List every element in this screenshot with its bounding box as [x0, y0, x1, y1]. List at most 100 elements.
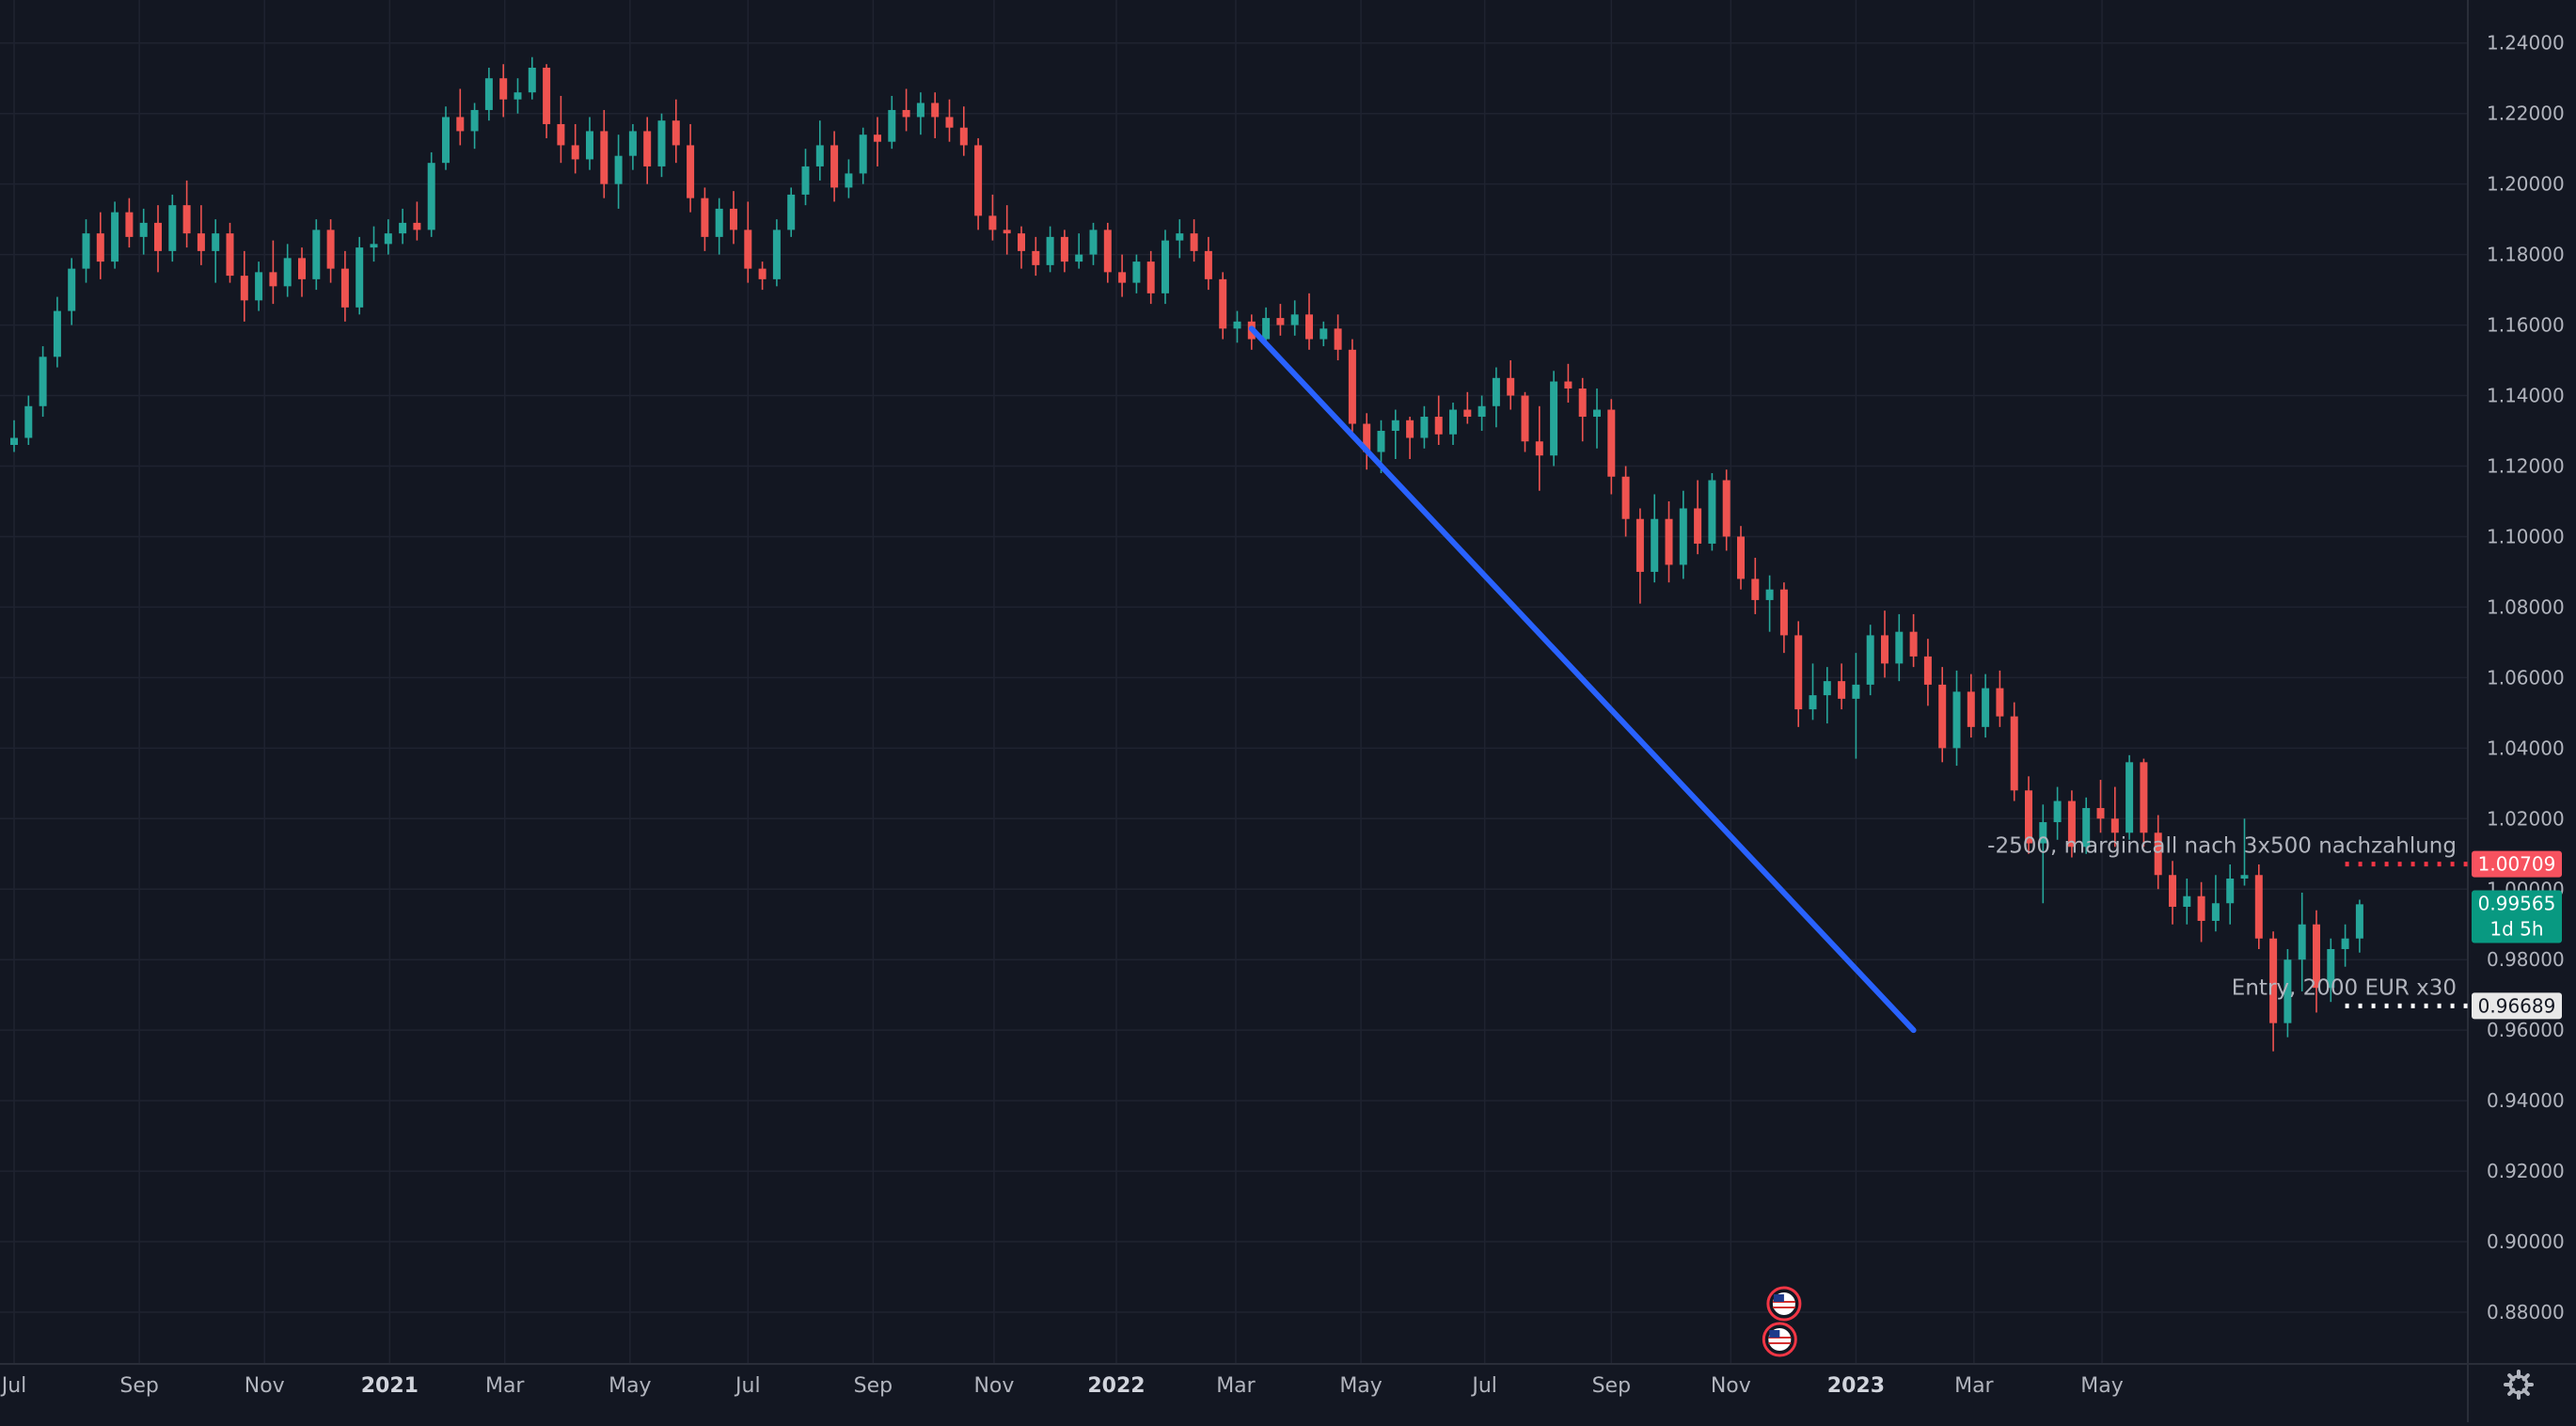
candle[interactable] [1089, 222, 1098, 265]
candle[interactable] [1694, 480, 1702, 555]
candle[interactable] [399, 208, 407, 245]
candle[interactable] [772, 219, 781, 287]
candle[interactable] [1406, 417, 1414, 460]
candle[interactable] [1909, 613, 1918, 668]
candle[interactable] [744, 201, 752, 283]
candle[interactable] [226, 222, 234, 283]
candle[interactable] [2211, 875, 2220, 932]
candle[interactable] [1190, 219, 1198, 262]
candle[interactable] [1290, 300, 1299, 336]
candle[interactable] [1895, 613, 1904, 682]
candle[interactable] [2254, 864, 2263, 949]
candle[interactable] [859, 127, 867, 184]
candle[interactable] [1434, 395, 1443, 446]
candle[interactable] [1075, 233, 1083, 269]
candle[interactable] [1103, 222, 1112, 283]
candle[interactable] [1708, 472, 1716, 551]
candle[interactable] [1391, 409, 1399, 460]
candle[interactable] [730, 191, 737, 245]
candle[interactable] [212, 219, 220, 283]
candle[interactable] [1162, 230, 1169, 305]
candle[interactable] [1233, 310, 1241, 343]
candle[interactable] [1765, 575, 1774, 632]
candle[interactable] [1521, 391, 1529, 452]
candle[interactable] [2053, 786, 2062, 840]
candle[interactable] [758, 261, 766, 291]
candle[interactable] [2010, 702, 2018, 801]
candle[interactable] [1636, 508, 1644, 604]
us-flag-icon[interactable] [1762, 1322, 1797, 1357]
candle[interactable] [1305, 293, 1313, 350]
candle[interactable] [1578, 377, 1587, 442]
candle[interactable] [701, 187, 709, 251]
candle[interactable] [96, 212, 104, 279]
candle[interactable] [1032, 236, 1040, 277]
candle[interactable] [845, 159, 853, 198]
candle[interactable] [614, 135, 623, 209]
candle[interactable] [1952, 670, 1961, 767]
candle[interactable] [370, 226, 378, 262]
candle[interactable] [1967, 673, 1975, 738]
candle[interactable] [24, 395, 33, 446]
candle[interactable] [2269, 931, 2278, 1052]
candle[interactable] [1823, 667, 1831, 724]
candle[interactable] [801, 149, 810, 206]
candle[interactable] [1665, 500, 1673, 583]
candle[interactable] [39, 346, 47, 418]
candle[interactable] [902, 88, 910, 132]
candle[interactable] [1363, 413, 1371, 470]
candle[interactable] [959, 106, 968, 156]
candle[interactable] [2355, 899, 2363, 953]
candle[interactable] [1881, 610, 1889, 678]
candle[interactable] [1146, 250, 1155, 305]
candle[interactable] [312, 219, 321, 291]
candle[interactable] [830, 131, 839, 202]
candle[interactable] [2039, 804, 2047, 904]
candle[interactable] [643, 117, 652, 184]
candle[interactable] [456, 88, 465, 146]
candle[interactable] [1449, 403, 1457, 446]
candle[interactable] [111, 201, 119, 269]
candle[interactable] [484, 67, 493, 121]
candle[interactable] [240, 250, 248, 322]
candle[interactable] [600, 109, 608, 198]
candle[interactable] [528, 56, 536, 100]
candle[interactable] [82, 219, 90, 283]
candle[interactable] [1132, 254, 1141, 293]
candle[interactable] [1204, 236, 1212, 291]
time-axis[interactable]: Jul Sep Nov 2021 Mar May Jul Sep Nov 2022 Mar May Ju… [0, 1374, 2124, 1398]
candle[interactable] [1996, 670, 2004, 727]
candle[interactable] [2082, 797, 2091, 854]
candle[interactable] [1492, 367, 1500, 428]
candle[interactable] [154, 205, 162, 273]
candle[interactable] [1118, 254, 1127, 297]
candle[interactable] [672, 99, 680, 164]
candle[interactable] [1018, 226, 1025, 269]
candle[interactable] [1478, 395, 1486, 432]
us-flag-icon[interactable] [1766, 1286, 1802, 1322]
candle[interactable] [68, 258, 76, 325]
candle[interactable] [499, 64, 508, 118]
candle[interactable] [1737, 526, 1745, 590]
candle[interactable] [874, 117, 881, 166]
candle[interactable] [1651, 494, 1659, 583]
candle[interactable] [326, 219, 335, 283]
candle[interactable] [931, 92, 940, 138]
candle[interactable] [657, 113, 666, 178]
candle[interactable] [787, 187, 796, 237]
candle[interactable] [53, 296, 61, 368]
candle[interactable] [2154, 815, 2162, 890]
candle[interactable] [2197, 881, 2205, 943]
candle[interactable] [1564, 363, 1572, 404]
candle[interactable] [1866, 625, 1874, 696]
price-axis[interactable]: 1.24000 1.22000 1.20000 1.18000 1.16000 1.140… [2487, 32, 2565, 1323]
candle[interactable] [1852, 653, 1860, 759]
candle[interactable] [2284, 948, 2292, 1038]
candle[interactable] [571, 123, 579, 174]
candle[interactable] [988, 194, 997, 241]
candle[interactable] [2110, 786, 2119, 848]
candle[interactable] [1219, 272, 1227, 340]
candle[interactable] [10, 420, 18, 452]
